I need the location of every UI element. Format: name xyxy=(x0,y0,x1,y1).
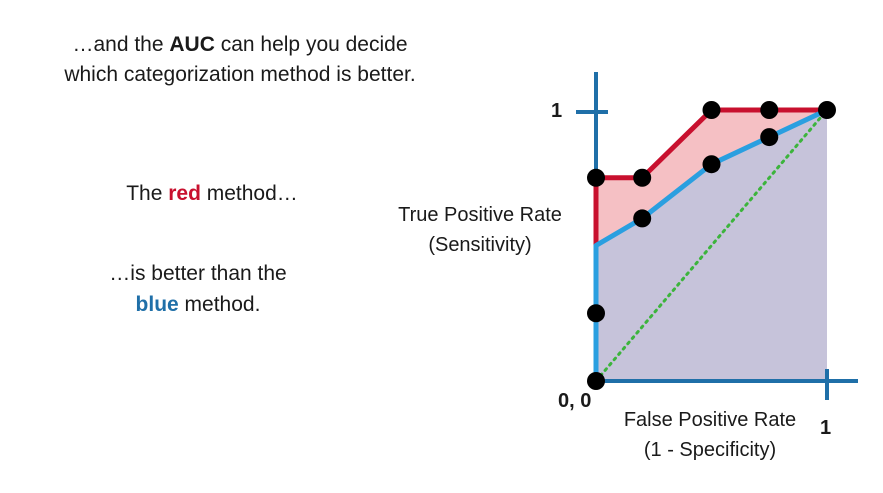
intro-text: …and the AUC can help you decide which c… xyxy=(30,30,450,90)
y-axis-label-line-2: (Sensitivity) xyxy=(428,234,532,256)
intro-suffix: can help you decide xyxy=(214,33,408,56)
threshold-point xyxy=(818,101,836,119)
x-axis-label-line-1: False Positive Rate xyxy=(623,409,797,431)
threshold-point xyxy=(702,101,721,119)
intro-line-2: which categorization method is better. xyxy=(64,63,416,86)
blue-roc-curve xyxy=(593,107,829,381)
threshold-point xyxy=(587,168,605,187)
blue-statement-line-1: …is better than the xyxy=(109,262,287,285)
red-method-statement: The red method… xyxy=(62,182,362,206)
red-statement-prefix: The xyxy=(126,182,169,205)
y-axis-label-line-1: True Positive Rate xyxy=(398,204,562,226)
x-axis-label: False Positive Rate (1 - Specificity) xyxy=(600,405,820,465)
y-axis-label: True Positive Rate (Sensitivity) xyxy=(390,200,570,260)
threshold-point xyxy=(587,304,605,323)
blue-statement-line-2: blue method. xyxy=(48,289,348,320)
blue-method-statement: …is better than the blue method. xyxy=(48,258,348,320)
y-tick-label-1: 1 xyxy=(551,100,563,122)
origin-label: 0, 0 xyxy=(558,390,592,412)
red-statement-suffix: method… xyxy=(200,182,298,205)
blue-word: blue xyxy=(135,293,179,316)
threshold-point xyxy=(587,372,605,390)
threshold-point xyxy=(633,209,652,228)
blue-statement-suffix: method. xyxy=(178,293,261,316)
random-guess-diagonal xyxy=(594,108,829,383)
threshold-point xyxy=(633,168,652,187)
x-axis-label-line-2: (1 - Specificity) xyxy=(643,439,777,461)
intro-line-1: …and the AUC can help you decide xyxy=(30,30,450,60)
threshold-points xyxy=(587,101,836,390)
threshold-point xyxy=(760,128,779,147)
red-word: red xyxy=(168,182,201,205)
threshold-point xyxy=(702,155,721,174)
auc-term: AUC xyxy=(169,33,215,56)
intro-prefix: …and the xyxy=(72,33,170,56)
x-tick-label-1: 1 xyxy=(820,417,832,439)
threshold-point xyxy=(760,101,779,119)
